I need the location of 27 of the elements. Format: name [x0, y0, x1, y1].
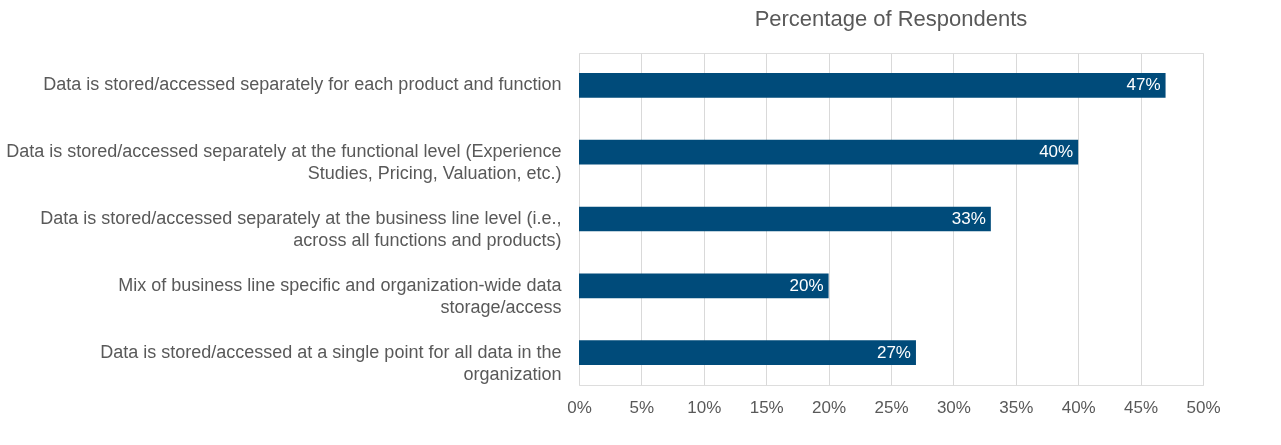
x-tick-label: 0% — [567, 397, 592, 417]
y-tick-label: Data is stored/accessed at a single point for all data in the organization — [100, 341, 562, 384]
y-tick-label: Data is stored/accessed separately at the business line level (i.e., across all functions and products) — [40, 208, 562, 250]
y-tick-label: Data is stored/accessed separately at the functional level (Experience Studies, Pricing, Valuation, etc.) — [6, 141, 562, 184]
bar — [579, 273, 829, 299]
y-tick-label: Mix of business line specific and organization-wide data storage/access — [118, 274, 563, 317]
x-tick-label: 20% — [812, 397, 847, 417]
bar — [579, 139, 1079, 165]
x-tick-label: 45% — [1124, 397, 1159, 417]
x-tick-label: 25% — [874, 397, 909, 417]
x-tick-label: 10% — [687, 397, 722, 417]
data-label: 27% — [876, 342, 911, 362]
y-tick-label: Data is stored/accessed separately for each product and function — [43, 74, 562, 95]
x-tick-label: 40% — [1061, 397, 1096, 417]
data-label: 40% — [1039, 142, 1074, 162]
x-tick-label: 50% — [1186, 397, 1221, 417]
x-tick-label: 35% — [999, 397, 1034, 417]
data-label: 33% — [951, 209, 986, 228]
chart-title: Percentage of Respondents — [754, 6, 1028, 31]
data-label: 47% — [1126, 75, 1161, 95]
data-label: 20% — [789, 275, 824, 295]
x-tick-label: 30% — [936, 397, 971, 417]
x-tick-label: 5% — [629, 397, 655, 417]
bar — [579, 73, 1166, 98]
x-tick-label: 15% — [749, 397, 784, 417]
bar — [579, 206, 991, 232]
bar — [579, 340, 916, 365]
